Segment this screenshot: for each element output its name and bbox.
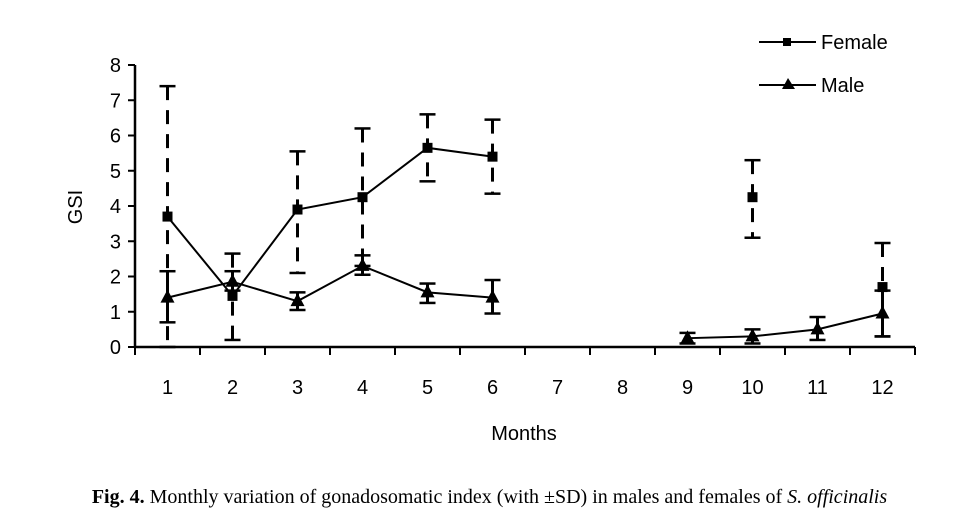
y-axis-title: GSI <box>65 190 87 224</box>
data-point-square <box>422 142 433 153</box>
data-point-square <box>227 290 238 301</box>
axes <box>128 64 916 355</box>
series-female <box>159 84 891 349</box>
data-point-square <box>357 192 368 203</box>
x-tick-label: 12 <box>871 377 893 399</box>
x-axis-title: Months <box>491 423 557 445</box>
y-tick-label: 3 <box>110 231 121 253</box>
series-male <box>159 254 891 345</box>
data-point-triangle <box>875 305 890 319</box>
y-tick-label: 6 <box>110 126 121 148</box>
data-point-triangle <box>290 293 305 307</box>
series-line <box>166 146 493 298</box>
data-point-triangle <box>810 321 825 335</box>
y-tick-label: 4 <box>110 196 121 218</box>
x-tick-label: 8 <box>617 377 628 399</box>
y-tick-label: 5 <box>110 161 121 183</box>
x-tick-label: 5 <box>422 377 433 399</box>
data-point-triangle <box>745 328 760 342</box>
y-tick-label: 8 <box>110 55 121 77</box>
data-point-square <box>162 211 173 222</box>
data-point-square <box>877 282 888 293</box>
x-tick-label: 7 <box>552 377 563 399</box>
series-line <box>167 264 493 303</box>
y-tick-labels: 0 1 2 3 4 5 6 7 8 <box>110 55 121 359</box>
data-point-square <box>487 151 498 162</box>
data-point-triangle <box>420 284 435 298</box>
data-point-triangle <box>485 289 500 303</box>
legend-male-label: Male <box>821 75 864 97</box>
data-point-triangle <box>225 273 240 287</box>
x-tick-label: 9 <box>682 377 693 399</box>
legend-male-triangle-icon <box>782 78 795 89</box>
legend-female-square-icon <box>783 38 791 46</box>
x-tick-label: 6 <box>487 377 498 399</box>
caption-label: Fig. 4. <box>91 486 145 508</box>
caption-species: S. officinalis <box>787 486 888 508</box>
figure-caption: Fig. 4. Monthly variation of gonadosomat… <box>0 486 979 509</box>
data-point-triangle <box>160 289 175 303</box>
caption-text: Monthly variation of gonadosomatic index… <box>144 486 788 508</box>
x-tick-label: 2 <box>227 377 238 399</box>
data-point-triangle <box>355 257 370 271</box>
y-tick-label: 1 <box>110 302 121 324</box>
x-tick-label: 11 <box>807 377 828 399</box>
y-tick-label: 0 <box>110 337 121 359</box>
data-point-square <box>292 204 303 215</box>
x-tick-label: 3 <box>292 377 303 399</box>
legend-female-label: Female <box>821 32 888 54</box>
x-tick-label: 10 <box>741 377 763 399</box>
plot-area <box>159 84 891 349</box>
y-tick-label: 2 <box>110 267 121 289</box>
data-point-triangle <box>680 330 695 344</box>
legend: Female Male <box>759 32 888 97</box>
series-line <box>687 312 883 340</box>
x-tick-label: 4 <box>357 377 368 399</box>
y-tick-label: 7 <box>110 90 121 112</box>
data-point-square <box>747 192 758 203</box>
x-tick-labels: 1 2 3 4 5 6 7 8 9 10 11 12 <box>162 377 894 399</box>
x-tick-label: 1 <box>162 377 173 399</box>
